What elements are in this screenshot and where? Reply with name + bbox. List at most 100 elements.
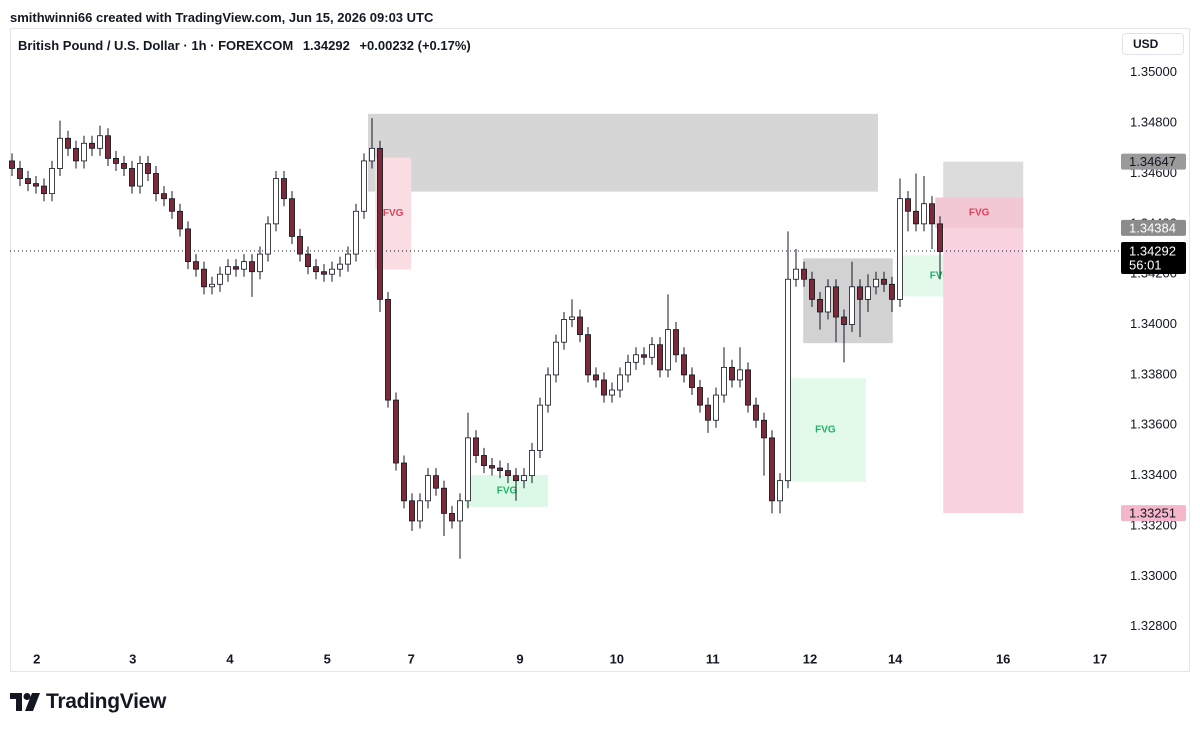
candle-body — [497, 467, 503, 471]
candle-body — [489, 465, 495, 469]
candle-body — [617, 374, 623, 391]
zone — [368, 113, 878, 192]
currency-button[interactable]: USD — [1122, 33, 1184, 55]
credit: smithwinni66 created with TradingView.co… — [10, 10, 434, 25]
zone — [784, 378, 866, 482]
candle-body — [137, 163, 143, 187]
logo: TradingView — [10, 690, 166, 714]
candle-body — [249, 261, 255, 273]
candle-body — [9, 160, 15, 169]
candle-body — [937, 223, 943, 252]
candle-body — [865, 286, 871, 300]
candle-body — [441, 487, 447, 514]
candle-body — [761, 419, 767, 439]
last-price-label: 1.34292 — [1129, 243, 1176, 258]
candle-body — [929, 203, 935, 225]
symbol: British Pound / U.S. Dollar · 1h · FOREX… — [18, 38, 294, 53]
candle-body — [537, 404, 543, 451]
candle-body — [529, 450, 535, 477]
candle-body — [689, 374, 695, 388]
candle-body — [825, 286, 831, 313]
candle-body — [745, 369, 751, 406]
candle-body — [233, 266, 239, 270]
candle-body — [353, 210, 359, 255]
candle-body — [65, 137, 71, 149]
candle-body — [633, 354, 639, 363]
candle-body — [905, 198, 911, 212]
candle-body — [721, 366, 727, 396]
candle-body — [777, 480, 783, 502]
candle-body — [473, 437, 479, 456]
candle-body — [265, 223, 271, 255]
candle-body — [393, 399, 399, 464]
candle-body — [89, 142, 95, 149]
countdown: 56:01 — [1129, 257, 1162, 272]
candle-body — [401, 462, 407, 502]
logo-text: TradingView — [46, 690, 167, 713]
candle-body — [369, 147, 375, 162]
zone-label: FVG — [383, 208, 404, 219]
y-tick-label: 1.33600 — [1130, 417, 1177, 432]
candle-body — [897, 198, 903, 300]
x-tick-label: 17 — [1093, 651, 1107, 666]
chart-frame — [10, 28, 1190, 672]
candle-body — [33, 183, 39, 187]
candle-body — [649, 344, 655, 358]
candle-body — [329, 268, 335, 275]
symbol-legend: British Pound / U.S. Dollar · 1h · FOREX… — [18, 38, 477, 53]
candle-body — [857, 286, 863, 300]
candle-body — [457, 500, 463, 522]
candle-body — [57, 137, 63, 169]
candle-body — [769, 437, 775, 502]
candle-body — [113, 157, 119, 164]
x-tick-label: 5 — [324, 651, 331, 666]
zone-label: FVG — [497, 486, 518, 497]
candle-body — [521, 475, 527, 482]
candle-body — [793, 268, 799, 280]
candle-body — [465, 437, 471, 502]
price-label-box — [1121, 219, 1186, 236]
candle-body — [81, 142, 87, 162]
candle-body — [153, 173, 159, 195]
candle-body — [585, 334, 591, 376]
candle-body — [577, 316, 583, 336]
zone — [935, 197, 1024, 228]
x-tick-label: 2 — [33, 651, 40, 666]
candle-body — [921, 203, 927, 225]
candle-body — [217, 273, 223, 285]
candle-body — [665, 329, 671, 371]
candle-body — [561, 319, 567, 343]
candle-body — [201, 268, 207, 288]
candle-body — [409, 500, 415, 522]
candle-body — [833, 286, 839, 318]
candle-body — [433, 475, 439, 489]
candle-body — [481, 455, 487, 466]
candle-body — [97, 135, 103, 149]
last-price-box — [1121, 242, 1186, 275]
change: +0.00232 (+0.17%) — [359, 38, 471, 53]
candle-body — [697, 387, 703, 406]
candle-body — [193, 261, 199, 270]
candle-body — [601, 379, 607, 396]
candle-body — [513, 475, 519, 482]
candle-body — [185, 228, 191, 263]
candle-body — [505, 470, 511, 477]
candle-body — [673, 329, 679, 356]
x-tick-label: 7 — [408, 651, 415, 666]
x-tick-label: 14 — [888, 651, 903, 666]
candle-body — [817, 298, 823, 313]
candle-body — [257, 253, 263, 273]
candle-body — [313, 266, 319, 273]
candle-body — [641, 354, 647, 358]
candle-body — [25, 178, 31, 184]
y-tick-label: 1.32800 — [1130, 618, 1177, 633]
candle-body — [705, 404, 711, 421]
candle-body — [345, 253, 351, 265]
candle-body — [657, 344, 663, 371]
candle-body — [41, 185, 47, 195]
zone — [943, 227, 1024, 514]
x-tick-label: 10 — [610, 651, 624, 666]
y-tick-label: 1.35000 — [1130, 64, 1177, 79]
y-tick-label: 1.34800 — [1130, 115, 1177, 130]
